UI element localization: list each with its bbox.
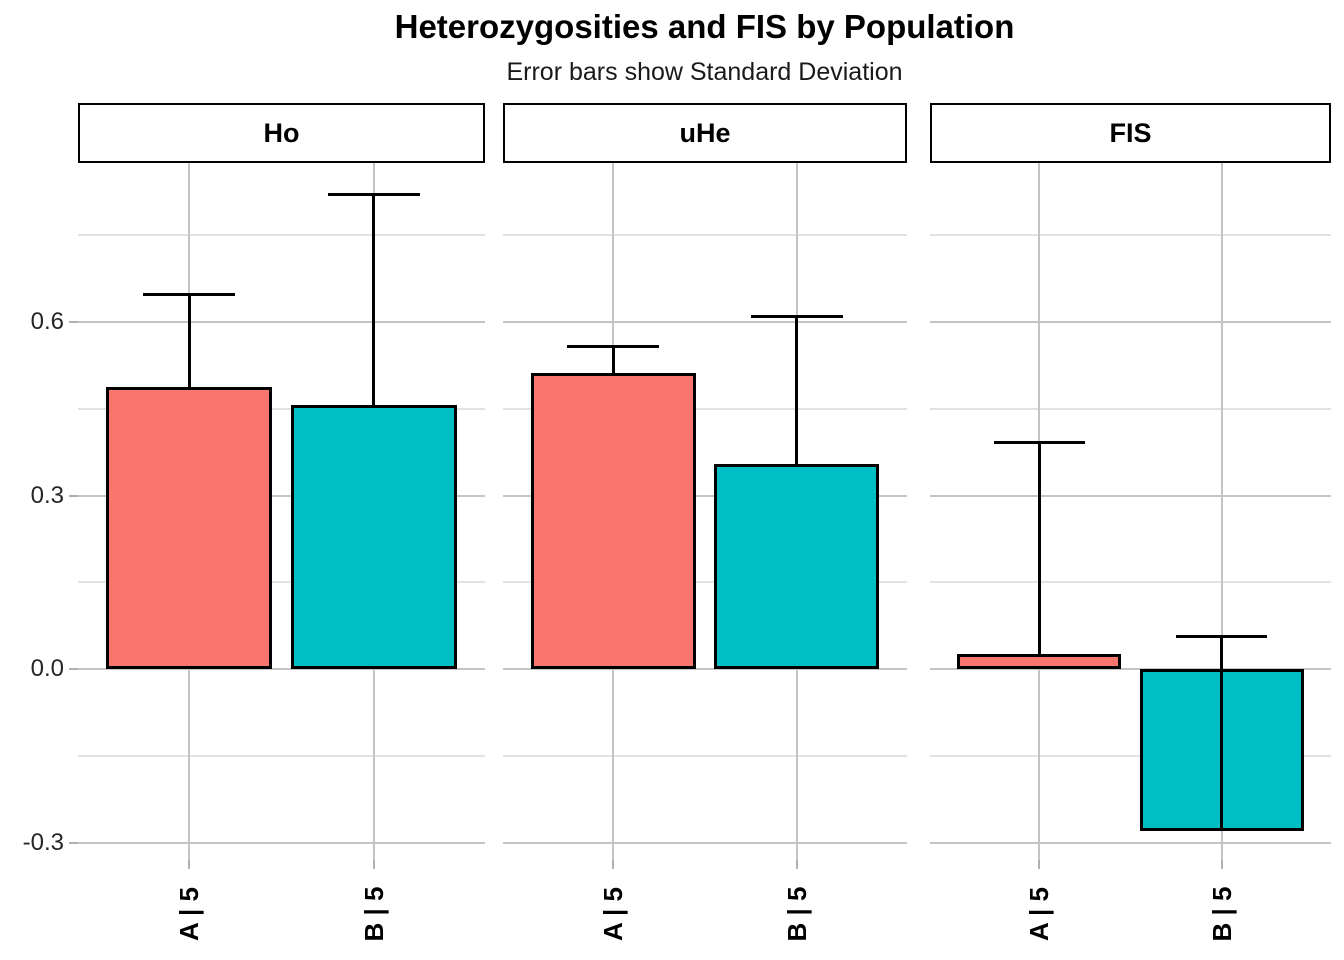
- minor-gridline: [78, 754, 485, 757]
- facet-strip-uhe: uHe: [503, 103, 907, 163]
- error-bar-line: [1220, 636, 1224, 832]
- y-axis-label: 0.3: [30, 481, 64, 509]
- x-axis-label: B | 5: [1206, 886, 1237, 942]
- x-axis-label: A | 5: [1024, 887, 1055, 941]
- error-bar-cap: [993, 441, 1085, 445]
- bar-ho-a: [105, 387, 273, 670]
- minor-gridline: [78, 407, 485, 410]
- facet-panel-ho: [78, 163, 485, 860]
- error-bar-line: [611, 346, 615, 373]
- minor-gridline: [503, 581, 907, 584]
- major-gridline: [503, 668, 907, 671]
- minor-gridline: [930, 581, 1331, 584]
- major-gridline: [930, 494, 1331, 497]
- minor-gridline: [78, 581, 485, 584]
- major-gridline: [503, 321, 907, 324]
- error-bar-line: [372, 194, 376, 405]
- minor-gridline: [503, 407, 907, 410]
- error-bar-cap: [567, 345, 660, 349]
- x-tick-mark: [372, 860, 375, 869]
- bar-uhe-b: [714, 463, 880, 670]
- x-tick-mark: [795, 860, 798, 869]
- y-tick-mark: [69, 321, 78, 324]
- bar-ho-b: [290, 404, 458, 670]
- x-axis-label: B | 5: [358, 886, 389, 942]
- facet-strip-label: Ho: [263, 117, 300, 148]
- major-gridline: [930, 321, 1331, 324]
- minor-gridline: [503, 234, 907, 237]
- x-tick-mark: [612, 860, 615, 869]
- facet-strip-label: uHe: [679, 117, 731, 148]
- x-gridline: [1220, 163, 1223, 860]
- x-axis-label: B | 5: [781, 886, 812, 942]
- error-bar-cap: [142, 293, 236, 297]
- error-bar-line: [795, 316, 799, 464]
- y-axis-label: 0.6: [30, 308, 64, 336]
- chart-subtitle: Error bars show Standard Deviation: [506, 58, 903, 86]
- major-gridline: [78, 321, 485, 324]
- facet-panel-fis: [930, 163, 1331, 860]
- facet-strip-fis: FIS: [930, 103, 1331, 163]
- minor-gridline: [930, 407, 1331, 410]
- facet-strip-label: FIS: [1109, 117, 1152, 148]
- bar-uhe-a: [530, 372, 696, 670]
- minor-gridline: [78, 234, 485, 237]
- major-gridline: [503, 494, 907, 497]
- major-gridline: [503, 841, 907, 844]
- error-bar-line: [187, 294, 191, 388]
- minor-gridline: [930, 754, 1331, 757]
- bar-fis-a: [957, 654, 1122, 670]
- major-gridline: [930, 668, 1331, 671]
- x-tick-mark: [188, 860, 191, 869]
- major-gridline: [78, 841, 485, 844]
- y-tick-mark: [69, 668, 78, 671]
- error-bar-cap: [750, 315, 843, 319]
- x-axis-label: A | 5: [598, 887, 629, 941]
- major-gridline: [78, 668, 485, 671]
- y-tick-mark: [69, 494, 78, 497]
- minor-gridline: [930, 234, 1331, 237]
- x-tick-mark: [1220, 860, 1223, 869]
- major-gridline: [78, 494, 485, 497]
- x-tick-mark: [1038, 860, 1041, 869]
- error-bar-cap: [1176, 634, 1268, 638]
- facet-strip-ho: Ho: [78, 103, 485, 163]
- error-bar-line: [1037, 442, 1041, 655]
- major-gridline: [930, 841, 1331, 844]
- error-bar-cap: [327, 192, 421, 196]
- minor-gridline: [503, 754, 907, 757]
- facet-panel-uhe: [503, 163, 907, 860]
- y-axis-label: -0.3: [22, 828, 64, 856]
- chart-title: Heterozygosities and FIS by Population: [394, 8, 1015, 45]
- x-axis-label: A | 5: [174, 887, 205, 941]
- y-tick-mark: [69, 841, 78, 844]
- y-axis-label: 0.0: [30, 655, 64, 683]
